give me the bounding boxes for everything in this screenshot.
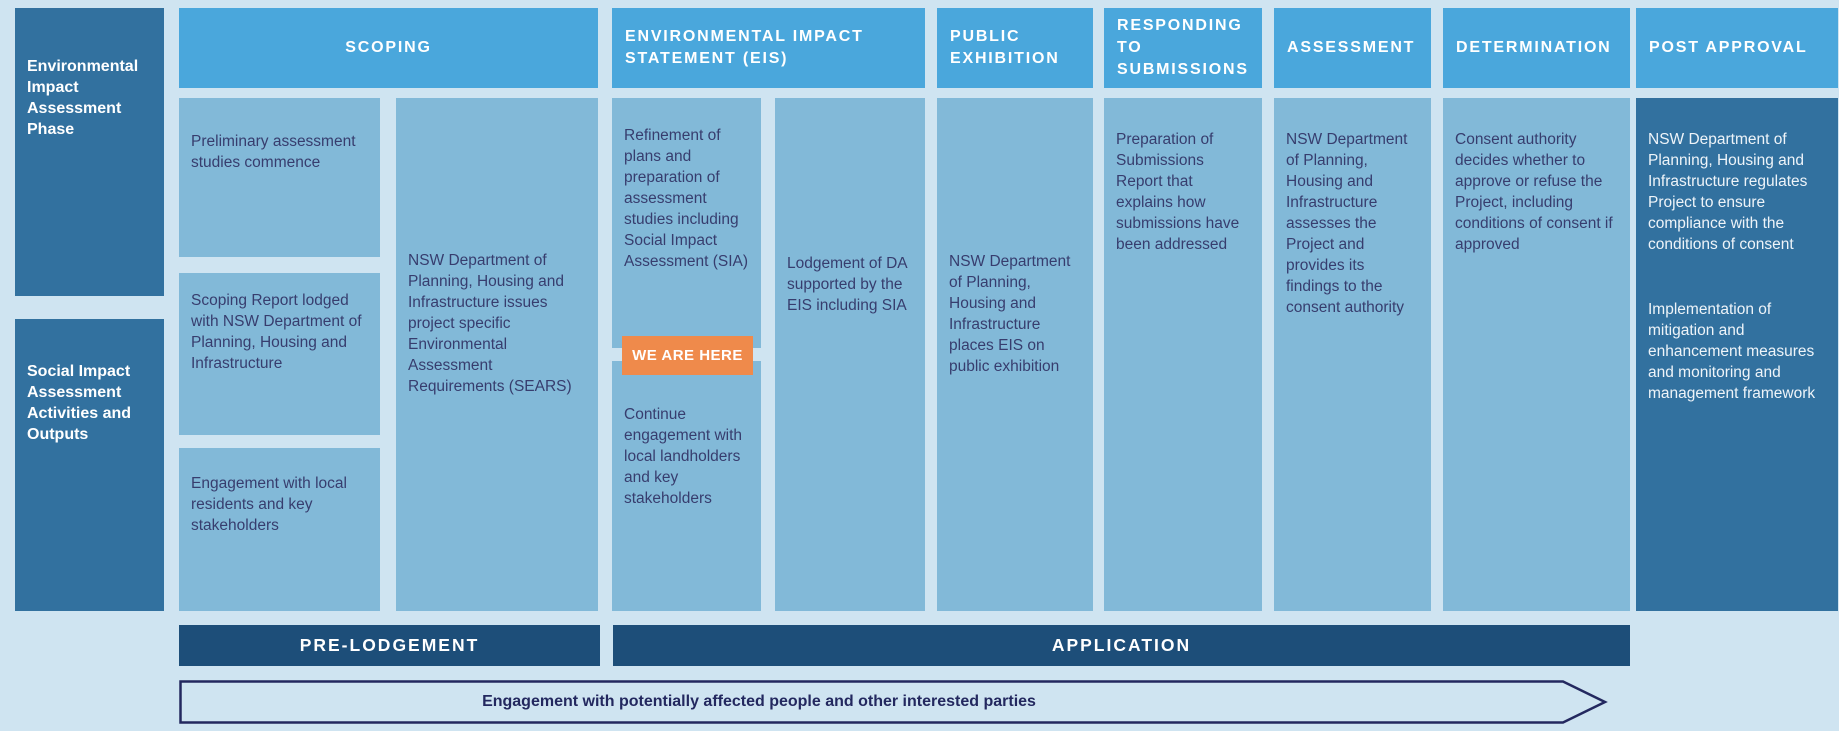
sidebar-outputs-box: Social Impact Assessment Activities and …	[15, 319, 164, 611]
sidebar-phase-label: Environmental Impact Assessment Phase	[27, 58, 139, 138]
header-public-exhibition: PUBLIC EXHIBITION	[937, 8, 1093, 88]
engagement-arrow-outline	[179, 680, 1608, 724]
scoping-box-engagement-residents: Engagement with local residents and key …	[179, 448, 380, 611]
eis-box-lodgement: Lodgement of DA supported by the EIS inc…	[775, 98, 925, 611]
public-exhibition-box: NSW Department of Planning, Housing and …	[937, 98, 1093, 611]
post-approval-regulates-text: NSW Department of Planning, Housing and …	[1648, 131, 1808, 253]
header-post-approval: POST APPROVAL	[1636, 8, 1838, 88]
eis-box-refinement: Refinement of plans and preparation of a…	[612, 98, 761, 348]
scoping-box-preliminary-studies: Preliminary assessment studies commence	[179, 98, 380, 257]
scoping-box-scoping-report: Scoping Report lodged with NSW Departmen…	[179, 273, 380, 435]
assessment-box: NSW Department of Planning, Housing and …	[1274, 98, 1431, 611]
header-scoping: SCOPING	[179, 8, 598, 88]
application-bar: APPLICATION	[613, 625, 1630, 666]
sidebar-phase-box: Environmental Impact Assessment Phase	[15, 8, 164, 296]
engagement-arrow-label: Engagement with potentially affected peo…	[482, 693, 1036, 710]
post-approval-implementation-text: Implementation of mitigation and enhance…	[1648, 301, 1816, 402]
we-are-here-badge: WE ARE HERE	[622, 336, 753, 375]
header-responding-to-submissions: RESPONDING TO SUBMISSIONS	[1104, 8, 1262, 88]
header-determination: DETERMINATION	[1443, 8, 1630, 88]
scoping-box-sears: NSW Department of Planning, Housing and …	[396, 98, 598, 611]
eis-box-continue-engagement: Continue engagement with local landholde…	[612, 361, 761, 611]
pre-lodgement-bar: PRE-LODGEMENT	[179, 625, 600, 666]
determination-box: Consent authority decides whether to app…	[1443, 98, 1630, 611]
sidebar-outputs-label: Social Impact Assessment Activities and …	[27, 363, 132, 443]
header-eis: ENVIRONMENTAL IMPACT STATEMENT (EIS)	[612, 8, 925, 88]
responding-box: Preparation of Submissions Report that e…	[1104, 98, 1262, 611]
post-approval-box: NSW Department of Planning, Housing and …	[1636, 98, 1838, 611]
header-assessment: ASSESSMENT	[1274, 8, 1431, 88]
